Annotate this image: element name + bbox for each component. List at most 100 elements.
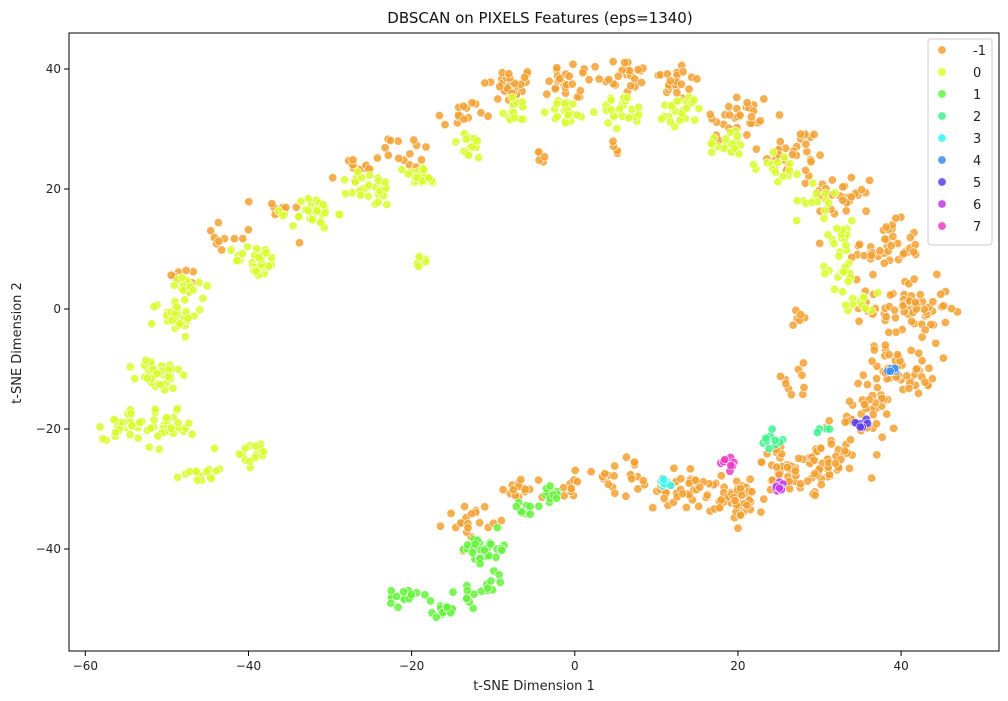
point-cluster--1 xyxy=(610,461,620,471)
point-cluster--1 xyxy=(898,301,908,311)
point-cluster--1 xyxy=(467,98,477,108)
point-cluster-0 xyxy=(202,467,212,477)
point-cluster-0 xyxy=(251,441,261,451)
point-cluster--1 xyxy=(800,178,810,188)
point-cluster-0 xyxy=(261,248,271,258)
point-cluster-0 xyxy=(135,417,145,427)
point-cluster--1 xyxy=(826,439,836,449)
point-cluster--1 xyxy=(672,88,682,98)
point-cluster--1 xyxy=(604,75,614,85)
point-cluster-0 xyxy=(380,177,390,187)
point-cluster--1 xyxy=(927,374,937,384)
point-cluster--1 xyxy=(613,71,623,81)
point-cluster--1 xyxy=(866,251,876,261)
series-0 xyxy=(95,92,883,485)
point-cluster--1 xyxy=(621,491,631,501)
point-cluster--1 xyxy=(724,102,734,112)
point-cluster-0 xyxy=(615,104,625,114)
point-cluster-0 xyxy=(133,433,143,443)
point-cluster--1 xyxy=(520,484,530,494)
point-cluster--1 xyxy=(435,521,445,531)
point-cluster-0 xyxy=(563,110,573,120)
point-cluster-0 xyxy=(183,313,193,323)
point-cluster-0 xyxy=(540,107,550,117)
legend-marker xyxy=(937,45,947,55)
point-cluster--1 xyxy=(476,108,486,118)
legend-label: 3 xyxy=(973,132,981,147)
point-cluster-2 xyxy=(764,444,774,454)
point-cluster-0 xyxy=(191,466,201,476)
point-cluster-0 xyxy=(188,285,198,295)
point-cluster-0 xyxy=(552,99,562,109)
point-cluster--1 xyxy=(737,490,747,500)
point-cluster--1 xyxy=(586,467,596,477)
point-cluster--1 xyxy=(890,305,900,315)
point-cluster-0 xyxy=(382,200,392,210)
point-cluster--1 xyxy=(508,485,518,495)
series-1 xyxy=(386,481,562,622)
point-cluster-0 xyxy=(419,165,429,175)
point-cluster--1 xyxy=(348,155,358,165)
point-cluster--1 xyxy=(608,136,618,146)
point-cluster--1 xyxy=(861,206,871,216)
point-cluster--1 xyxy=(759,494,769,504)
legend-label: 4 xyxy=(973,154,981,169)
point-cluster--1 xyxy=(892,350,902,360)
series-6 xyxy=(771,477,788,496)
point-cluster-0 xyxy=(773,177,783,187)
point-cluster-0 xyxy=(240,443,250,453)
point-cluster-1 xyxy=(483,583,493,593)
point-cluster-0 xyxy=(178,285,188,295)
point-cluster--1 xyxy=(885,290,895,300)
point-cluster--1 xyxy=(857,185,867,195)
point-cluster-1 xyxy=(386,598,396,608)
point-cluster--1 xyxy=(879,258,889,268)
point-cluster--1 xyxy=(463,523,473,533)
point-cluster--1 xyxy=(460,501,470,511)
point-cluster-0 xyxy=(829,284,839,294)
point-cluster-2 xyxy=(825,424,835,434)
point-cluster--1 xyxy=(393,136,403,146)
y-tick-label: 20 xyxy=(46,182,61,196)
point-cluster--1 xyxy=(755,116,765,126)
point-cluster-0 xyxy=(194,277,204,287)
point-cluster--1 xyxy=(467,509,477,519)
point-cluster-0 xyxy=(859,292,869,302)
series-7 xyxy=(716,452,739,476)
point-cluster--1 xyxy=(542,89,552,99)
point-cluster-0 xyxy=(130,374,140,384)
point-cluster--1 xyxy=(603,479,613,489)
point-cluster--1 xyxy=(875,246,885,256)
point-cluster--1 xyxy=(328,173,338,183)
point-cluster--1 xyxy=(797,370,807,380)
point-cluster-2 xyxy=(770,435,780,445)
point-cluster-7 xyxy=(720,455,730,465)
point-cluster-0 xyxy=(98,434,108,444)
point-cluster-1 xyxy=(551,493,561,503)
point-cluster-0 xyxy=(237,249,247,259)
point-cluster--1 xyxy=(854,316,864,326)
point-cluster--1 xyxy=(907,316,917,326)
point-cluster-0 xyxy=(234,449,244,459)
point-cluster--1 xyxy=(881,312,891,322)
point-cluster-0 xyxy=(467,142,477,152)
point-cluster--1 xyxy=(858,370,868,380)
point-cluster--1 xyxy=(496,516,506,526)
point-cluster--1 xyxy=(600,469,610,479)
point-cluster--1 xyxy=(715,503,725,513)
point-cluster--1 xyxy=(946,304,956,314)
legend-label: 1 xyxy=(973,88,981,103)
point-cluster--1 xyxy=(909,274,919,284)
point-cluster-1 xyxy=(525,509,535,519)
point-cluster--1 xyxy=(446,508,456,518)
point-cluster-1 xyxy=(525,501,535,511)
point-cluster--1 xyxy=(872,383,882,393)
point-cluster-0 xyxy=(173,472,183,482)
point-cluster--1 xyxy=(798,358,808,368)
point-cluster-0 xyxy=(414,261,424,271)
point-cluster--1 xyxy=(495,82,505,92)
point-cluster-0 xyxy=(841,240,851,250)
point-cluster--1 xyxy=(621,452,631,462)
point-cluster-0 xyxy=(517,97,527,107)
point-cluster-0 xyxy=(414,252,424,262)
